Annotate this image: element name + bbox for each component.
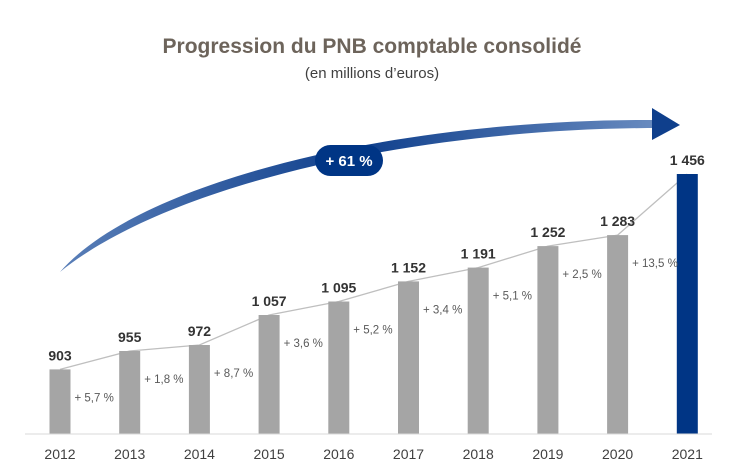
- x-tick-2018: 2018: [463, 446, 494, 462]
- growth-label-2021: + 13,5 %: [632, 258, 678, 270]
- growth-label-2017: + 5,2 %: [353, 325, 392, 337]
- growth-label-2013: + 5,7 %: [75, 392, 114, 404]
- x-tick-2020: 2020: [602, 446, 633, 462]
- bar-2018: [467, 267, 489, 434]
- x-tick-2021: 2021: [672, 446, 703, 462]
- bar-2014: [188, 345, 210, 434]
- plot-area: 903 2012 955 2013 972 2014 1 057 2015 1 095 2016 1…: [44, 152, 705, 462]
- total-growth-label: + 61 %: [325, 153, 372, 170]
- growth-arrow: + 61 %: [60, 108, 680, 272]
- x-tick-2016: 2016: [323, 446, 354, 462]
- x-tick-2012: 2012: [44, 446, 75, 462]
- value-label-2020: 1 283: [600, 213, 635, 229]
- growth-label-2018: + 3,4 %: [423, 304, 462, 316]
- bar-2015: [258, 315, 280, 434]
- value-label-2012: 903: [48, 347, 72, 363]
- trend-connector-line: [59, 173, 688, 371]
- x-tick-2015: 2015: [254, 446, 285, 462]
- value-label-2019: 1 252: [530, 224, 565, 240]
- value-label-2021: 1 456: [670, 152, 705, 168]
- value-label-2016: 1 095: [321, 280, 356, 296]
- growth-arrow-head: [652, 108, 680, 140]
- chart-title: Progression du PNB comptable consolidé: [163, 35, 582, 58]
- bar-2013: [119, 351, 141, 434]
- growth-label-2019: + 5,1 %: [493, 291, 532, 303]
- x-tick-2014: 2014: [184, 446, 215, 462]
- bar-2021: [676, 174, 698, 434]
- value-label-2015: 1 057: [252, 293, 287, 309]
- value-label-2018: 1 191: [461, 246, 496, 262]
- bar-2012: [49, 369, 71, 434]
- value-label-2017: 1 152: [391, 259, 426, 275]
- growth-arrow-body: [60, 119, 660, 272]
- growth-label-2016: + 3,6 %: [284, 338, 323, 350]
- x-tick-2019: 2019: [532, 446, 563, 462]
- growth-label-2015: + 8,7 %: [214, 368, 253, 380]
- x-tick-2013: 2013: [114, 446, 145, 462]
- total-growth-badge: [315, 145, 383, 176]
- growth-label-2014: + 1,8 %: [144, 374, 183, 386]
- growth-label-2020: + 2,5 %: [562, 269, 601, 281]
- chart-subtitle: (en millions d’euros): [305, 65, 439, 82]
- x-tick-2017: 2017: [393, 446, 424, 462]
- bar-2017: [398, 281, 419, 434]
- value-label-2013: 955: [118, 329, 142, 345]
- value-label-2014: 972: [188, 323, 212, 339]
- bar-2019: [537, 246, 559, 434]
- bar-2016: [328, 301, 350, 434]
- bar-2020: [607, 235, 629, 434]
